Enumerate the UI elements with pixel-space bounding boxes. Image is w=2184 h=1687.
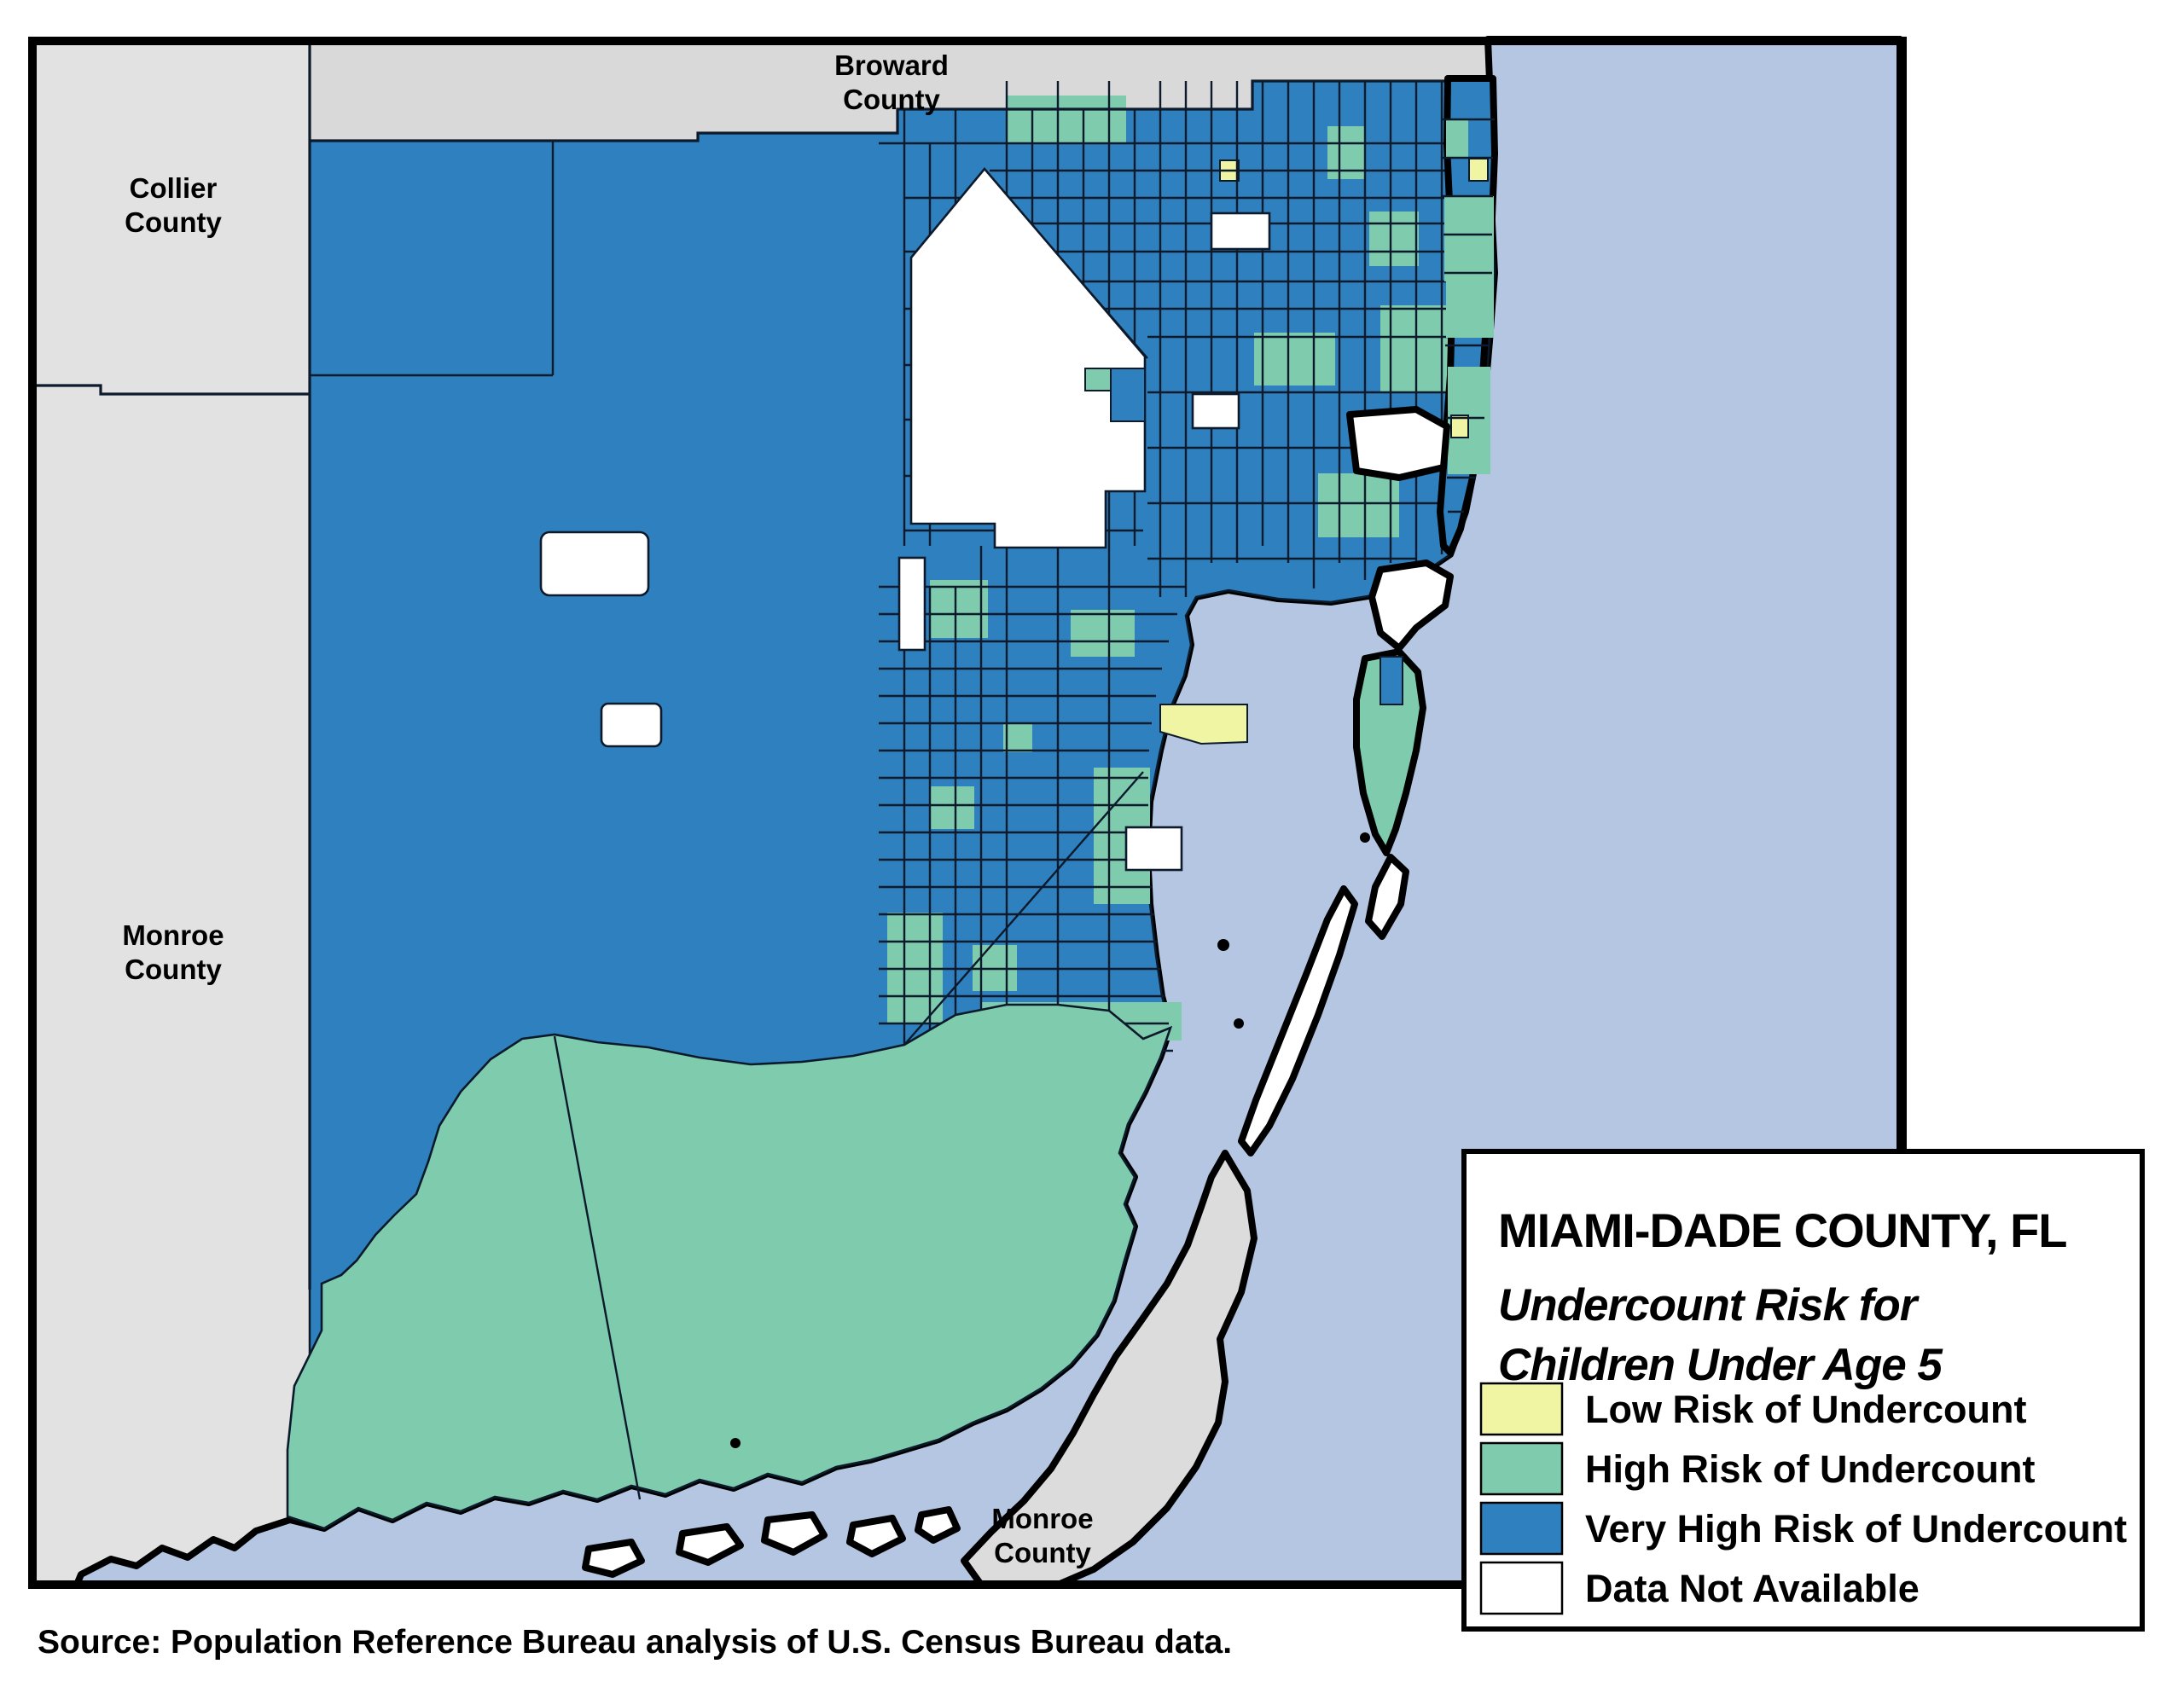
low-risk-tracts xyxy=(1159,159,1248,745)
tract-cluster-in-white xyxy=(1084,368,1146,422)
legend-item-high: High Risk of Undercount xyxy=(1479,1441,2036,1496)
no-data-tracts xyxy=(539,166,1271,872)
monroe-county-keys-label-line2: County xyxy=(994,1537,1091,1568)
legend-label-very-high: Very High Risk of Undercount xyxy=(1585,1507,2127,1551)
legend-swatch-high xyxy=(1479,1441,1564,1496)
legend-label-low: Low Risk of Undercount xyxy=(1585,1388,2027,1431)
legend-title: MIAMI-DADE COUNTY, FL xyxy=(1498,1203,2067,1257)
map-frame xyxy=(28,37,1907,1589)
monroe-keys-area xyxy=(961,1150,1258,1588)
south-region-tract-boundary xyxy=(553,1035,642,1500)
collier-county-label-line2: County xyxy=(125,206,222,238)
legend-swatch-no-data xyxy=(1479,1561,1564,1615)
dodge-island xyxy=(1346,406,1450,481)
monroe-county-west-label-line1: Monroe xyxy=(122,919,224,951)
legend-subtitle-line2: Children Under Age 5 xyxy=(1498,1340,1943,1390)
legend-item-no-data: Data Not Available xyxy=(1479,1561,1920,1615)
collier-monroe-boundary xyxy=(36,384,310,396)
key-biscayne xyxy=(1353,648,1426,856)
legend-swatch-very-high xyxy=(1479,1501,1564,1556)
miami-beach-strip xyxy=(1437,75,1498,556)
broward-dade-boundary xyxy=(310,79,1488,142)
bottom-keys xyxy=(582,1506,961,1578)
legend-swatch-low xyxy=(1479,1382,1564,1436)
legend-item-very-high: Very High Risk of Undercount xyxy=(1479,1501,2127,1556)
offshore-keys xyxy=(1217,832,1409,1157)
legend-item-low: Low Risk of Undercount xyxy=(1479,1382,2027,1436)
virginia-key xyxy=(1368,559,1454,652)
legend-label-no-data: Data Not Available xyxy=(1585,1567,1920,1610)
monroe-county-west-label-line2: County xyxy=(125,954,222,985)
legend-subtitle-line1: Undercount Risk for xyxy=(1498,1280,1920,1330)
broward-county-label-line2: County xyxy=(843,84,940,115)
collier-county-label-line1: Collier xyxy=(130,172,218,204)
broward-county-label-line1: Broward xyxy=(834,49,949,81)
west-tract-boundary xyxy=(310,141,555,377)
legend-box xyxy=(1461,1149,2145,1632)
islet-dot xyxy=(730,1438,741,1448)
county-labels: Broward County Collier County Monroe Cou… xyxy=(122,49,1093,1568)
south-high-risk-region xyxy=(286,1003,1173,1530)
legend-label-high: High Risk of Undercount xyxy=(1585,1447,2036,1491)
monroe-county-keys-label-line1: Monroe xyxy=(991,1503,1093,1534)
source-citation: Source: Population Reference Bureau anal… xyxy=(38,1624,1232,1661)
legend: MIAMI-DADE COUNTY, FL Undercount Risk fo… xyxy=(1461,1149,2145,1632)
